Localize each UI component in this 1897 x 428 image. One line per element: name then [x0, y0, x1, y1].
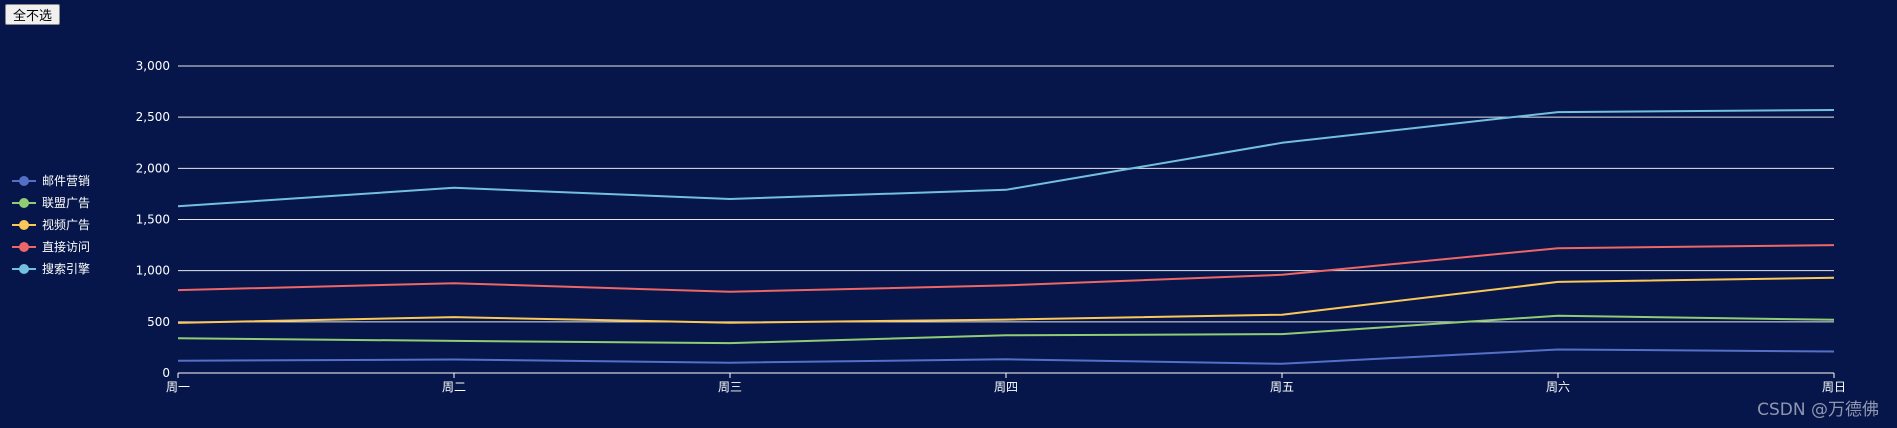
- legend-item[interactable]: 直接访问: [12, 239, 90, 254]
- x-tick-label: 周一: [166, 380, 190, 394]
- legend-label: 邮件营销: [42, 174, 90, 188]
- x-axis: 周一 周二 周三 周四 周五 周六 周日: [166, 372, 1846, 394]
- y-tick-label: 2,000: [136, 161, 170, 175]
- x-tick-label: 周四: [994, 380, 1018, 394]
- x-tick-label: 周日: [1822, 380, 1846, 394]
- legend-label: 视频广告: [42, 217, 90, 232]
- x-tick-label: 周二: [442, 380, 466, 394]
- legend-marker-icon: [19, 242, 29, 252]
- legend-item[interactable]: 视频广告: [12, 217, 90, 232]
- legend-item[interactable]: 联盟广告: [12, 196, 90, 210]
- y-tick-label: 3,000: [136, 59, 170, 73]
- legend-item[interactable]: 搜索引擎: [12, 261, 90, 276]
- watermark: CSDN @万德佛: [1757, 400, 1879, 420]
- y-tick-label: 1,000: [136, 264, 170, 278]
- legend-label: 联盟广告: [42, 196, 90, 210]
- legend-marker-icon: [19, 176, 29, 186]
- series-line-3[interactable]: [177, 244, 1835, 293]
- series-line-2[interactable]: [177, 276, 1835, 324]
- y-tick-label: 1,500: [136, 213, 170, 227]
- series-line-0[interactable]: [177, 348, 1835, 365]
- deselect-all-button[interactable]: 全不选: [5, 4, 61, 25]
- legend-label: 搜索引擎: [42, 261, 90, 276]
- series-lines: [177, 109, 1835, 365]
- legend-marker-icon: [19, 220, 29, 230]
- y-tick-label: 500: [147, 315, 170, 329]
- y-tick-label: 0: [162, 366, 170, 380]
- series-line-4[interactable]: [177, 109, 1835, 208]
- y-axis: 0 500 1,000 1,500 2,000 2,500 3,000: [136, 59, 170, 380]
- x-tick-label: 周三: [718, 380, 742, 394]
- y-tick-label: 2,500: [136, 110, 170, 124]
- legend-label: 直接访问: [42, 239, 90, 254]
- x-tick-label: 周六: [1546, 380, 1570, 394]
- legend-item[interactable]: 邮件营销: [12, 174, 90, 188]
- legend-marker-icon: [19, 198, 29, 208]
- legend-marker-icon: [19, 264, 29, 274]
- series-line-1[interactable]: [177, 314, 1835, 345]
- x-tick-label: 周五: [1270, 380, 1294, 394]
